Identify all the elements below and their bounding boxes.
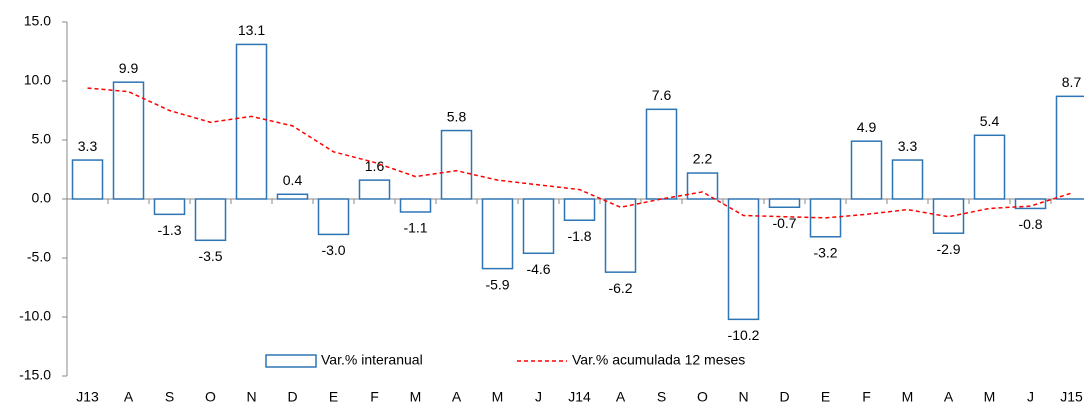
value-label: 0.4 xyxy=(283,172,303,188)
y-tick-label: -10.0 xyxy=(19,308,51,324)
bar xyxy=(522,198,555,255)
x-tick-label: J14 xyxy=(568,389,591,405)
bar xyxy=(850,140,883,200)
line xyxy=(87,87,1072,219)
value-label: -6.2 xyxy=(608,280,632,296)
x-tick-label: O xyxy=(697,389,708,405)
bar xyxy=(194,198,227,242)
legend-label: Var.% interanual xyxy=(321,352,423,368)
bar xyxy=(358,179,391,200)
bar xyxy=(71,159,104,200)
legend-label: Var.% acumulada 12 meses xyxy=(572,352,745,368)
x-tick-label: J xyxy=(535,389,542,405)
value-label: -4.6 xyxy=(526,261,550,277)
value-label: -0.7 xyxy=(772,215,796,231)
x-tick-label: A xyxy=(124,389,134,405)
x-tick-label: O xyxy=(205,389,216,405)
bar xyxy=(1055,95,1084,200)
bar xyxy=(1014,198,1047,210)
bar xyxy=(235,43,268,200)
x-tick-label: J13 xyxy=(76,389,99,405)
bar xyxy=(973,134,1006,200)
bar xyxy=(317,198,350,236)
value-label: 3.3 xyxy=(898,138,918,154)
bar xyxy=(563,198,596,221)
bar xyxy=(399,198,432,213)
value-label: 5.8 xyxy=(447,108,467,124)
bar xyxy=(768,198,801,209)
value-label: -2.9 xyxy=(936,241,960,257)
value-label: 1.6 xyxy=(365,158,385,174)
value-label: -1.3 xyxy=(157,222,181,238)
x-tick-label: M xyxy=(984,389,996,405)
x-tick-label: S xyxy=(657,389,666,405)
value-label: 7.6 xyxy=(652,87,672,103)
y-tick-label: 15.0 xyxy=(24,13,51,29)
y-tick-label: 0.0 xyxy=(32,190,52,206)
bar xyxy=(440,129,473,200)
value-label: -1.8 xyxy=(567,228,591,244)
value-label: -0.8 xyxy=(1018,216,1042,232)
y-tick-label: 10.0 xyxy=(24,72,51,88)
y-tick-label: -15.0 xyxy=(19,367,51,383)
x-tick-label: D xyxy=(287,389,297,405)
x-tick-label: A xyxy=(452,389,462,405)
bar xyxy=(932,198,965,234)
value-label: 8.7 xyxy=(1062,74,1082,90)
bar xyxy=(604,198,637,273)
bar xyxy=(153,198,186,216)
value-label: -3.5 xyxy=(198,248,222,264)
y-tick-label: 5.0 xyxy=(32,131,52,147)
x-tick-label: N xyxy=(738,389,748,405)
value-label: 3.3 xyxy=(78,138,98,154)
x-tick-label: F xyxy=(370,389,379,405)
y-tick-label: -5.0 xyxy=(27,249,51,265)
bar xyxy=(727,198,760,321)
x-tick-label: J xyxy=(1027,389,1034,405)
value-label: -3.2 xyxy=(813,244,837,260)
x-tick-label: M xyxy=(902,389,914,405)
value-label: 4.9 xyxy=(857,119,877,135)
value-label: 2.2 xyxy=(693,151,713,167)
x-tick-label: E xyxy=(329,389,338,405)
x-tick-label: N xyxy=(246,389,256,405)
x-tick-label: M xyxy=(492,389,504,405)
x-tick-label: M xyxy=(410,389,422,405)
bar xyxy=(645,108,678,200)
x-tick-label: A xyxy=(944,389,954,405)
value-label: -10.2 xyxy=(728,327,760,343)
x-tick-label: S xyxy=(165,389,174,405)
bar xyxy=(481,198,514,270)
legend-swatch xyxy=(265,354,317,368)
x-tick-label: A xyxy=(616,389,626,405)
x-tick-label: J15 xyxy=(1060,389,1083,405)
bar xyxy=(686,172,719,200)
value-label: 5.4 xyxy=(980,113,1000,129)
x-tick-label: F xyxy=(862,389,871,405)
bar xyxy=(276,193,309,200)
bar xyxy=(891,159,924,200)
x-tick-label: D xyxy=(779,389,789,405)
value-label: -3.0 xyxy=(321,242,345,258)
value-label: -1.1 xyxy=(403,220,427,236)
bar xyxy=(112,81,145,200)
value-label: 9.9 xyxy=(119,60,139,76)
value-label: -5.9 xyxy=(485,276,509,292)
x-tick-label: E xyxy=(821,389,830,405)
value-label: 13.1 xyxy=(238,22,265,38)
